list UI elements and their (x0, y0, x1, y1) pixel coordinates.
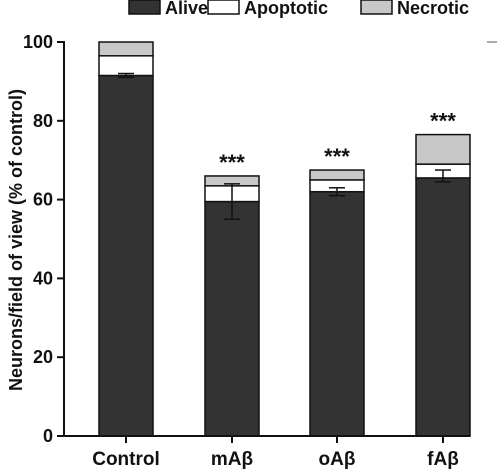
x-tick-label: fAβ (427, 449, 459, 470)
legend: Alive Apoptotic Necrotic (128, 0, 469, 18)
x-axis: Control mAβ oAβ fAβ (63, 435, 470, 470)
bar-group (98, 41, 154, 437)
x-tick-label: mAβ (211, 449, 253, 470)
bar-segment-alive (415, 177, 471, 437)
y-tick-label: 20 (33, 347, 53, 367)
bar-group: *** (415, 109, 471, 437)
bar-segment-alive (309, 190, 365, 437)
y-tick-label: 80 (33, 111, 53, 131)
significance-marker: *** (430, 109, 456, 134)
significance-marker: *** (324, 144, 350, 169)
legend-swatch-alive (128, 0, 161, 15)
legend-label-apoptotic: Apoptotic (244, 0, 328, 18)
bar-segment-apoptotic (98, 55, 154, 77)
bar-segment-alive (98, 74, 154, 437)
bar-group: *** (309, 144, 365, 437)
bar-segment-necrotic (309, 169, 365, 181)
y-tick-label: 60 (33, 190, 53, 210)
significance-marker: *** (219, 150, 245, 175)
y-tick-label: 100 (23, 32, 53, 52)
bar-segment-necrotic (415, 133, 471, 165)
y-axis-title: Neurons/field of view (% of control) (6, 89, 26, 391)
legend-swatch-apoptotic (207, 0, 240, 15)
y-tick-label: 40 (33, 268, 53, 288)
bar-segment-necrotic (98, 41, 154, 57)
legend-label-necrotic: Necrotic (397, 0, 469, 18)
y-tick-label: 0 (43, 426, 53, 446)
bar-group: *** (204, 150, 260, 437)
x-tick-label: Control (92, 449, 160, 470)
legend-swatch-necrotic (360, 0, 393, 15)
y-axis: 0 20 40 60 80 100 (23, 32, 65, 446)
bar-segment-alive (204, 200, 260, 437)
legend-label-alive: Alive (165, 0, 208, 18)
bars: *** *** *** (98, 41, 471, 437)
x-tick-label: oAβ (319, 449, 356, 470)
